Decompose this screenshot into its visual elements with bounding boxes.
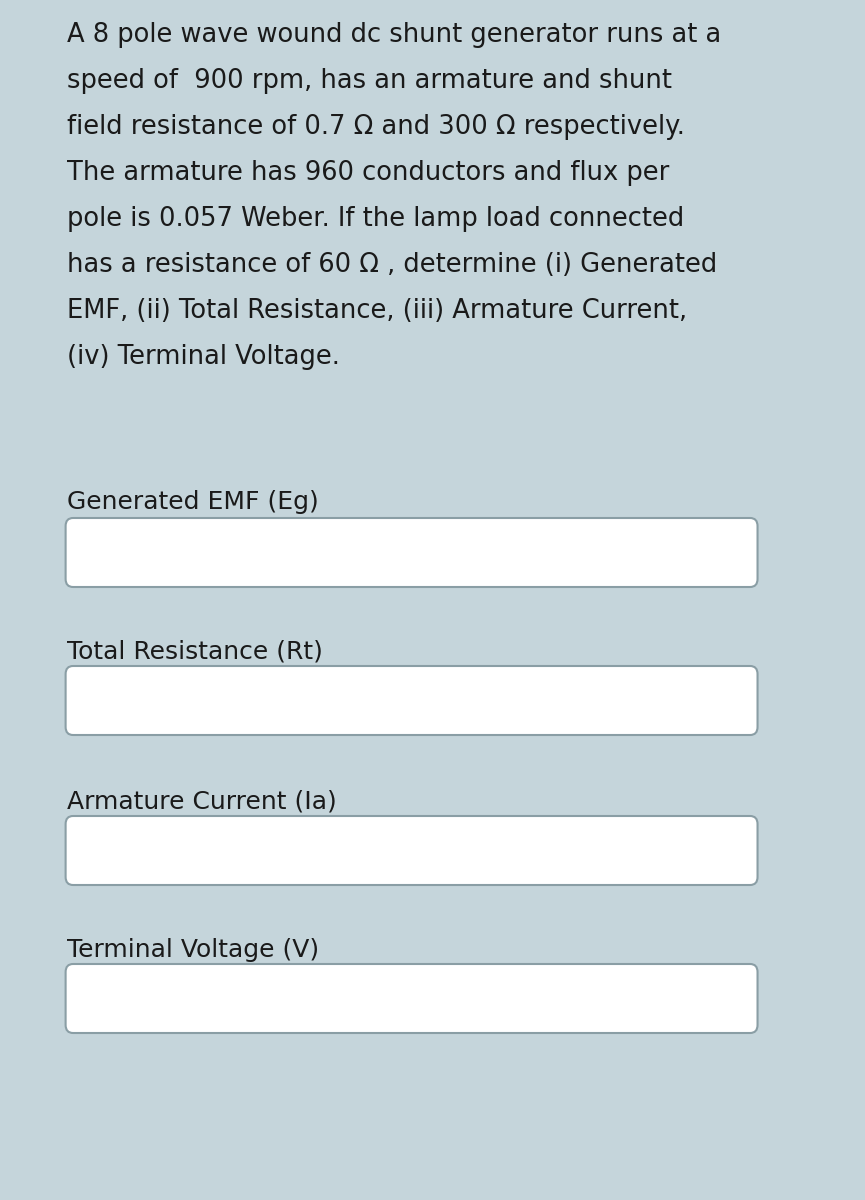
Text: EMF, (ii) Total Resistance, (iii) Armature Current,: EMF, (ii) Total Resistance, (iii) Armatu… — [67, 298, 688, 324]
Text: has a resistance of 60 Ω , determine (i) Generated: has a resistance of 60 Ω , determine (i)… — [67, 252, 718, 278]
Text: Total Resistance (Rt): Total Resistance (Rt) — [67, 640, 324, 664]
Text: Armature Current (Ia): Armature Current (Ia) — [67, 790, 337, 814]
Text: pole is 0.057 Weber. If the lamp load connected: pole is 0.057 Weber. If the lamp load co… — [67, 206, 685, 232]
Text: A 8 pole wave wound dc shunt generator runs at a: A 8 pole wave wound dc shunt generator r… — [67, 22, 721, 48]
Text: The armature has 960 conductors and flux per: The armature has 960 conductors and flux… — [67, 160, 670, 186]
Text: speed of  900 rpm, has an armature and shunt: speed of 900 rpm, has an armature and sh… — [67, 68, 672, 94]
FancyBboxPatch shape — [66, 964, 758, 1033]
FancyBboxPatch shape — [66, 816, 758, 886]
FancyBboxPatch shape — [66, 666, 758, 734]
FancyBboxPatch shape — [66, 518, 758, 587]
Text: field resistance of 0.7 Ω and 300 Ω respectively.: field resistance of 0.7 Ω and 300 Ω resp… — [67, 114, 685, 140]
Text: (iv) Terminal Voltage.: (iv) Terminal Voltage. — [67, 344, 340, 370]
Text: Generated EMF (Eg): Generated EMF (Eg) — [67, 490, 319, 514]
Text: Terminal Voltage (V): Terminal Voltage (V) — [67, 938, 319, 962]
